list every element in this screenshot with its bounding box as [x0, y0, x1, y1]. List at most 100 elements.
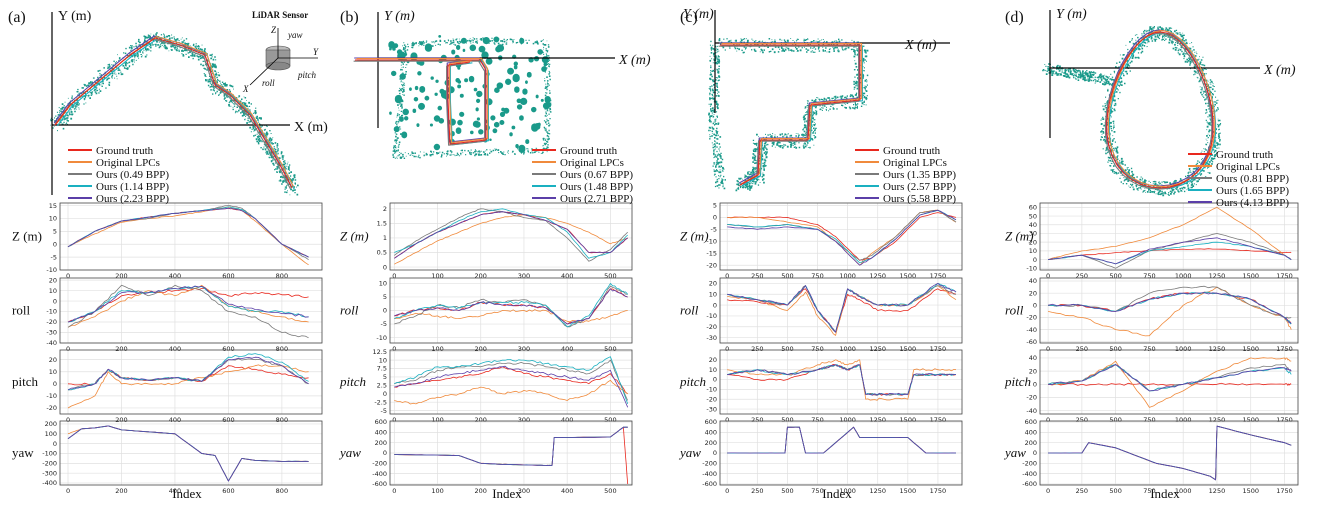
axis-label-y: Z (m) [340, 229, 369, 244]
subplot-pitch: 0 200 400 600 800 20 10 0 -10 -20 pitch [12, 349, 323, 424]
tick-label-y: -40 [46, 339, 57, 347]
map-x-label: X (m) [294, 120, 328, 135]
tick-label-y: -10 [706, 386, 717, 394]
series-line-1 [394, 426, 629, 485]
tick-label-y: -20 [1026, 394, 1037, 402]
point-cloud [708, 40, 726, 190]
tick-label-y: 600 [1025, 418, 1037, 426]
tick-label-y: -200 [42, 460, 57, 468]
tick-label-y: -200 [702, 460, 717, 468]
series-line-4 [1048, 291, 1292, 325]
tick-label-x: 1750 [1276, 272, 1293, 280]
tick-label-y: -20 [706, 261, 717, 269]
series-line-5 [67, 207, 309, 258]
tick-label-y: 1.5 [377, 220, 387, 228]
tick-label-x: 0 [66, 345, 70, 353]
tick-label-x: 0 [392, 345, 396, 353]
tick-label-x: 1000 [1175, 416, 1192, 424]
tick-label-y: -5 [711, 226, 717, 234]
tick-label-y: 0 [713, 214, 717, 222]
plot-frame [1039, 202, 1299, 271]
legend-label: Ground truth [1216, 149, 1274, 161]
series-line-5 [1047, 292, 1292, 324]
tick-label-x: 1500 [900, 487, 917, 495]
tick-label-x: 200 [115, 345, 127, 353]
tick-label-y: -40 [1026, 407, 1037, 415]
axis-label-x: Index [172, 486, 202, 501]
tick-label-x: 0 [725, 487, 729, 495]
plot-frame [719, 277, 963, 344]
tick-label-x: 1250 [1209, 345, 1226, 353]
tick-label-y: 15 [49, 202, 57, 210]
tick-label-y: -600 [1022, 480, 1037, 488]
series-line-5 [727, 209, 957, 266]
subplot-pitch: 0 250 500 750 1000 1250 1500 1750 20 10 0 -10-20 -30… [679, 349, 963, 424]
tick-label-x: 250 [751, 416, 763, 424]
tick-label-y: 60 [1029, 204, 1037, 212]
axis-label-y: roll [1005, 303, 1024, 318]
tick-label-x: 1000 [839, 345, 856, 353]
axis-label-y: yaw [338, 445, 361, 460]
series-line-5 [727, 364, 957, 396]
tick-label-y: 600 [705, 418, 717, 426]
trajectory-line-3 [718, 45, 860, 187]
map-y-label: Y (m) [1056, 7, 1087, 22]
tick-label-x: 1000 [1175, 345, 1192, 353]
tick-label-x: 0 [1046, 487, 1050, 495]
series-line-3 [394, 426, 628, 466]
tick-label-x: 750 [811, 272, 823, 280]
tick-label-x: 100 [431, 345, 443, 353]
tick-label-y: 7.5 [377, 365, 387, 373]
panel-label: (b) [340, 9, 359, 26]
tick-label-x: 200 [475, 416, 487, 424]
legend-label: Ours (2.23 BPP) [96, 193, 169, 205]
legend-label: Ours (0.67 BPP) [560, 169, 633, 181]
tick-label-x: 750 [811, 345, 823, 353]
tick-label-y: 20 [709, 356, 717, 364]
tick-label-x: 1500 [900, 272, 917, 280]
tick-label-y: -600 [372, 480, 387, 488]
series-line-5 [67, 356, 309, 391]
subplot-pitch: 0 100 200 300 400 50012.5107.552.50-2.5-5pitc… [339, 348, 633, 424]
series-line-5 [727, 426, 957, 454]
series-line-1 [1048, 291, 1292, 324]
tick-label-x: 0 [66, 487, 70, 495]
plot-frame [1039, 420, 1299, 486]
tick-label-x: 250 [1076, 416, 1088, 424]
series-line-1 [394, 288, 628, 325]
series-line-2 [67, 364, 309, 409]
series-line-2 [394, 426, 628, 466]
tick-label-y: 200 [45, 420, 57, 428]
tick-label-y: -60 [1026, 338, 1037, 346]
panel-label: (c) [680, 9, 698, 26]
tick-label-x: 0 [392, 487, 396, 495]
subplot-z: 0 100 200 300 400 500 2 1.5 1 0.5 0 Z (m) [340, 202, 633, 280]
subplot-yaw: 0 100 200 300 400 500 600 400 200 0 -200 -400 -600 ya… [338, 418, 633, 495]
tick-label-y: 5 [383, 373, 387, 381]
legend-label: Ours (1.14 BPP) [96, 181, 169, 193]
tick-label-x: 1750 [1276, 345, 1293, 353]
tick-label-x: 600 [222, 345, 234, 353]
legend-label: Ours (4.13 BPP) [1216, 197, 1289, 209]
tick-label-y: 0 [53, 380, 57, 388]
tick-label-x: 300 [518, 272, 530, 280]
tick-label-y: 0 [53, 297, 57, 305]
trajectory-line-1 [720, 44, 861, 186]
plot-frame [719, 202, 963, 271]
legend-label: Original LPCs [560, 157, 624, 169]
series-line-2 [394, 309, 628, 323]
tick-label-x: 1250 [1209, 487, 1226, 495]
legend-label: Ground truth [883, 145, 941, 157]
axis-label-y: Z (m) [680, 229, 709, 244]
tick-label-x: 600 [222, 416, 234, 424]
tick-label-y: 20 [1029, 238, 1037, 246]
tick-label-x: 500 [604, 416, 616, 424]
legend-label: Ground truth [560, 145, 618, 157]
point-cloud [388, 34, 552, 153]
tick-label-y: -300 [42, 469, 57, 477]
series-line-5 [1048, 425, 1292, 481]
tick-label-y: -20 [1026, 314, 1037, 322]
tick-label-x: 500 [604, 272, 616, 280]
panel-c: 0 250 500 750 1000 1250 1500 175050-5-10-15-20Z… [678, 202, 963, 501]
